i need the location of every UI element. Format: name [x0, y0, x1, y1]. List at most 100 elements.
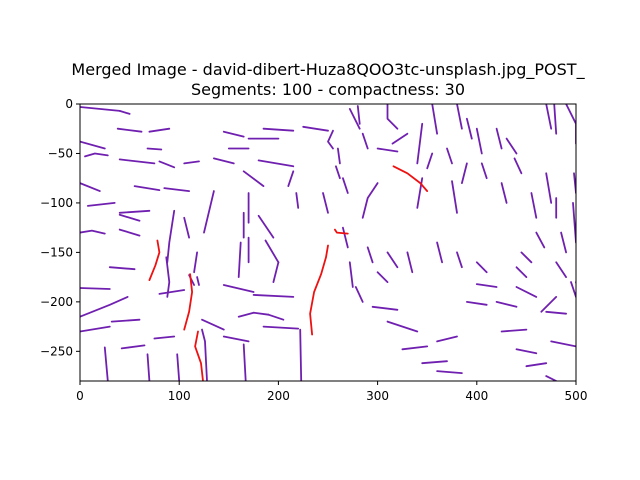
segment-line-purple	[436, 370, 463, 375]
segment-line-purple	[203, 190, 215, 234]
segment-line-purple	[80, 325, 111, 333]
segment-line-purple	[80, 287, 111, 290]
segment-line-purple	[545, 104, 553, 130]
segment-line-purple	[222, 130, 245, 138]
segment-line-purple	[146, 147, 163, 151]
segment-line-purple	[201, 318, 225, 331]
segment-line-purple	[391, 132, 409, 145]
segment-line-purple	[267, 313, 285, 321]
segment-line-purple	[515, 266, 528, 279]
segment-line-red	[392, 165, 429, 193]
x-axis: 0 100 200 300 400 500	[76, 381, 587, 403]
y-axis: 0 −50 −100 −150 −200 −250	[40, 97, 80, 358]
x-tick-label: 500	[565, 389, 588, 403]
segment-line-purple	[431, 104, 439, 135]
y-tick-label: 0	[65, 97, 73, 111]
segment-line-purple	[500, 182, 508, 204]
x-tick-label: 100	[168, 389, 191, 403]
segment-line-purple	[515, 286, 538, 298]
segment-line-purple	[416, 122, 424, 165]
segment-line-purple	[80, 182, 101, 193]
segment-line-purple	[80, 106, 121, 112]
segment-line-purple	[193, 251, 199, 274]
x-tick-label: 400	[465, 389, 488, 403]
segment-line-purple	[341, 226, 349, 249]
segment-line-purple	[183, 160, 200, 165]
segment-line-purple	[116, 127, 143, 133]
segment-line-purple	[530, 192, 538, 219]
x-tick-label: 0	[76, 389, 84, 403]
plot-background	[80, 104, 576, 381]
segment-line-purple	[163, 187, 191, 193]
segment-line-purple	[110, 318, 141, 323]
plot-area	[79, 103, 577, 382]
segment-line-red	[194, 330, 204, 381]
segment-line-purple	[118, 228, 141, 237]
segment-line-purple	[103, 346, 109, 381]
segment-line-purple	[436, 241, 444, 264]
segment-line-purple	[545, 310, 567, 315]
segment-line-purple	[201, 328, 208, 381]
segment-line-purple	[356, 105, 361, 125]
segment-line-purple	[242, 170, 265, 188]
chart-title-line2: Segments: 100 - compactness: 30	[191, 80, 465, 99]
segment-line-purple	[80, 229, 106, 235]
segment-line-purple	[264, 239, 280, 264]
segment-line-purple	[87, 201, 116, 207]
segment-line-purple	[146, 353, 151, 381]
segment-line-purple	[565, 104, 576, 145]
segment-line-purple	[555, 261, 567, 279]
segment-line-purple	[237, 311, 270, 318]
segment-line-purple	[550, 340, 576, 348]
segment-line-purple	[421, 360, 448, 365]
segment-line-purple	[148, 127, 171, 133]
segment-line-purple	[545, 172, 553, 204]
segment-line-purple	[222, 335, 250, 343]
segment-line-purple	[336, 147, 341, 165]
y-tick-label: −50	[48, 146, 73, 160]
segment-line-purple	[475, 261, 488, 274]
segment-line-purple	[386, 251, 399, 269]
segment-line-purple	[196, 276, 200, 286]
segment-line-purple	[287, 170, 295, 188]
segment-line-purple	[341, 177, 349, 194]
segment-line-purple	[237, 241, 242, 279]
segment-line-purple	[371, 305, 399, 311]
segment-line-purple	[80, 295, 129, 318]
segment-line-purple	[361, 132, 369, 150]
segment-line-purple	[451, 180, 458, 214]
segment-line-purple	[475, 283, 498, 288]
segment-line-purple	[302, 125, 329, 132]
segment-line-purple	[272, 261, 280, 284]
segment-line-purple	[133, 185, 161, 192]
segment-line-purple	[348, 108, 361, 130]
segment-line-purple	[158, 160, 176, 169]
segment-line-purple	[108, 266, 136, 271]
segment-line-purple	[570, 281, 576, 298]
segment-line-purple	[376, 147, 399, 153]
segment-line-purple	[322, 192, 329, 214]
segment-line-purple	[242, 343, 247, 381]
segment-line-purple	[446, 147, 453, 165]
segment-line-purple	[520, 251, 533, 264]
segment-line-purple	[465, 117, 473, 140]
chart-title-line1: Merged Image - david-dibert-Huza8QOO3tc-…	[71, 60, 585, 80]
segment-line-purple	[525, 362, 548, 368]
segment-line-purple	[436, 335, 458, 343]
segment-line-purple	[153, 335, 176, 340]
segment-line-purple	[386, 104, 399, 130]
segment-line-purple	[406, 251, 414, 274]
segment-line-purple	[327, 129, 334, 150]
segment-line-purple	[257, 214, 275, 239]
segment-line-purple	[480, 162, 488, 180]
segment-line-purple	[118, 110, 131, 115]
y-tick-label: −200	[40, 295, 73, 309]
segment-line-purple	[426, 152, 434, 170]
segment-line-purple	[158, 289, 186, 295]
segment-line-purple	[465, 300, 488, 306]
segment-line-purple	[262, 127, 295, 132]
series-group	[80, 104, 576, 381]
y-tick-label: −100	[40, 196, 73, 210]
segment-line-purple	[334, 165, 341, 180]
